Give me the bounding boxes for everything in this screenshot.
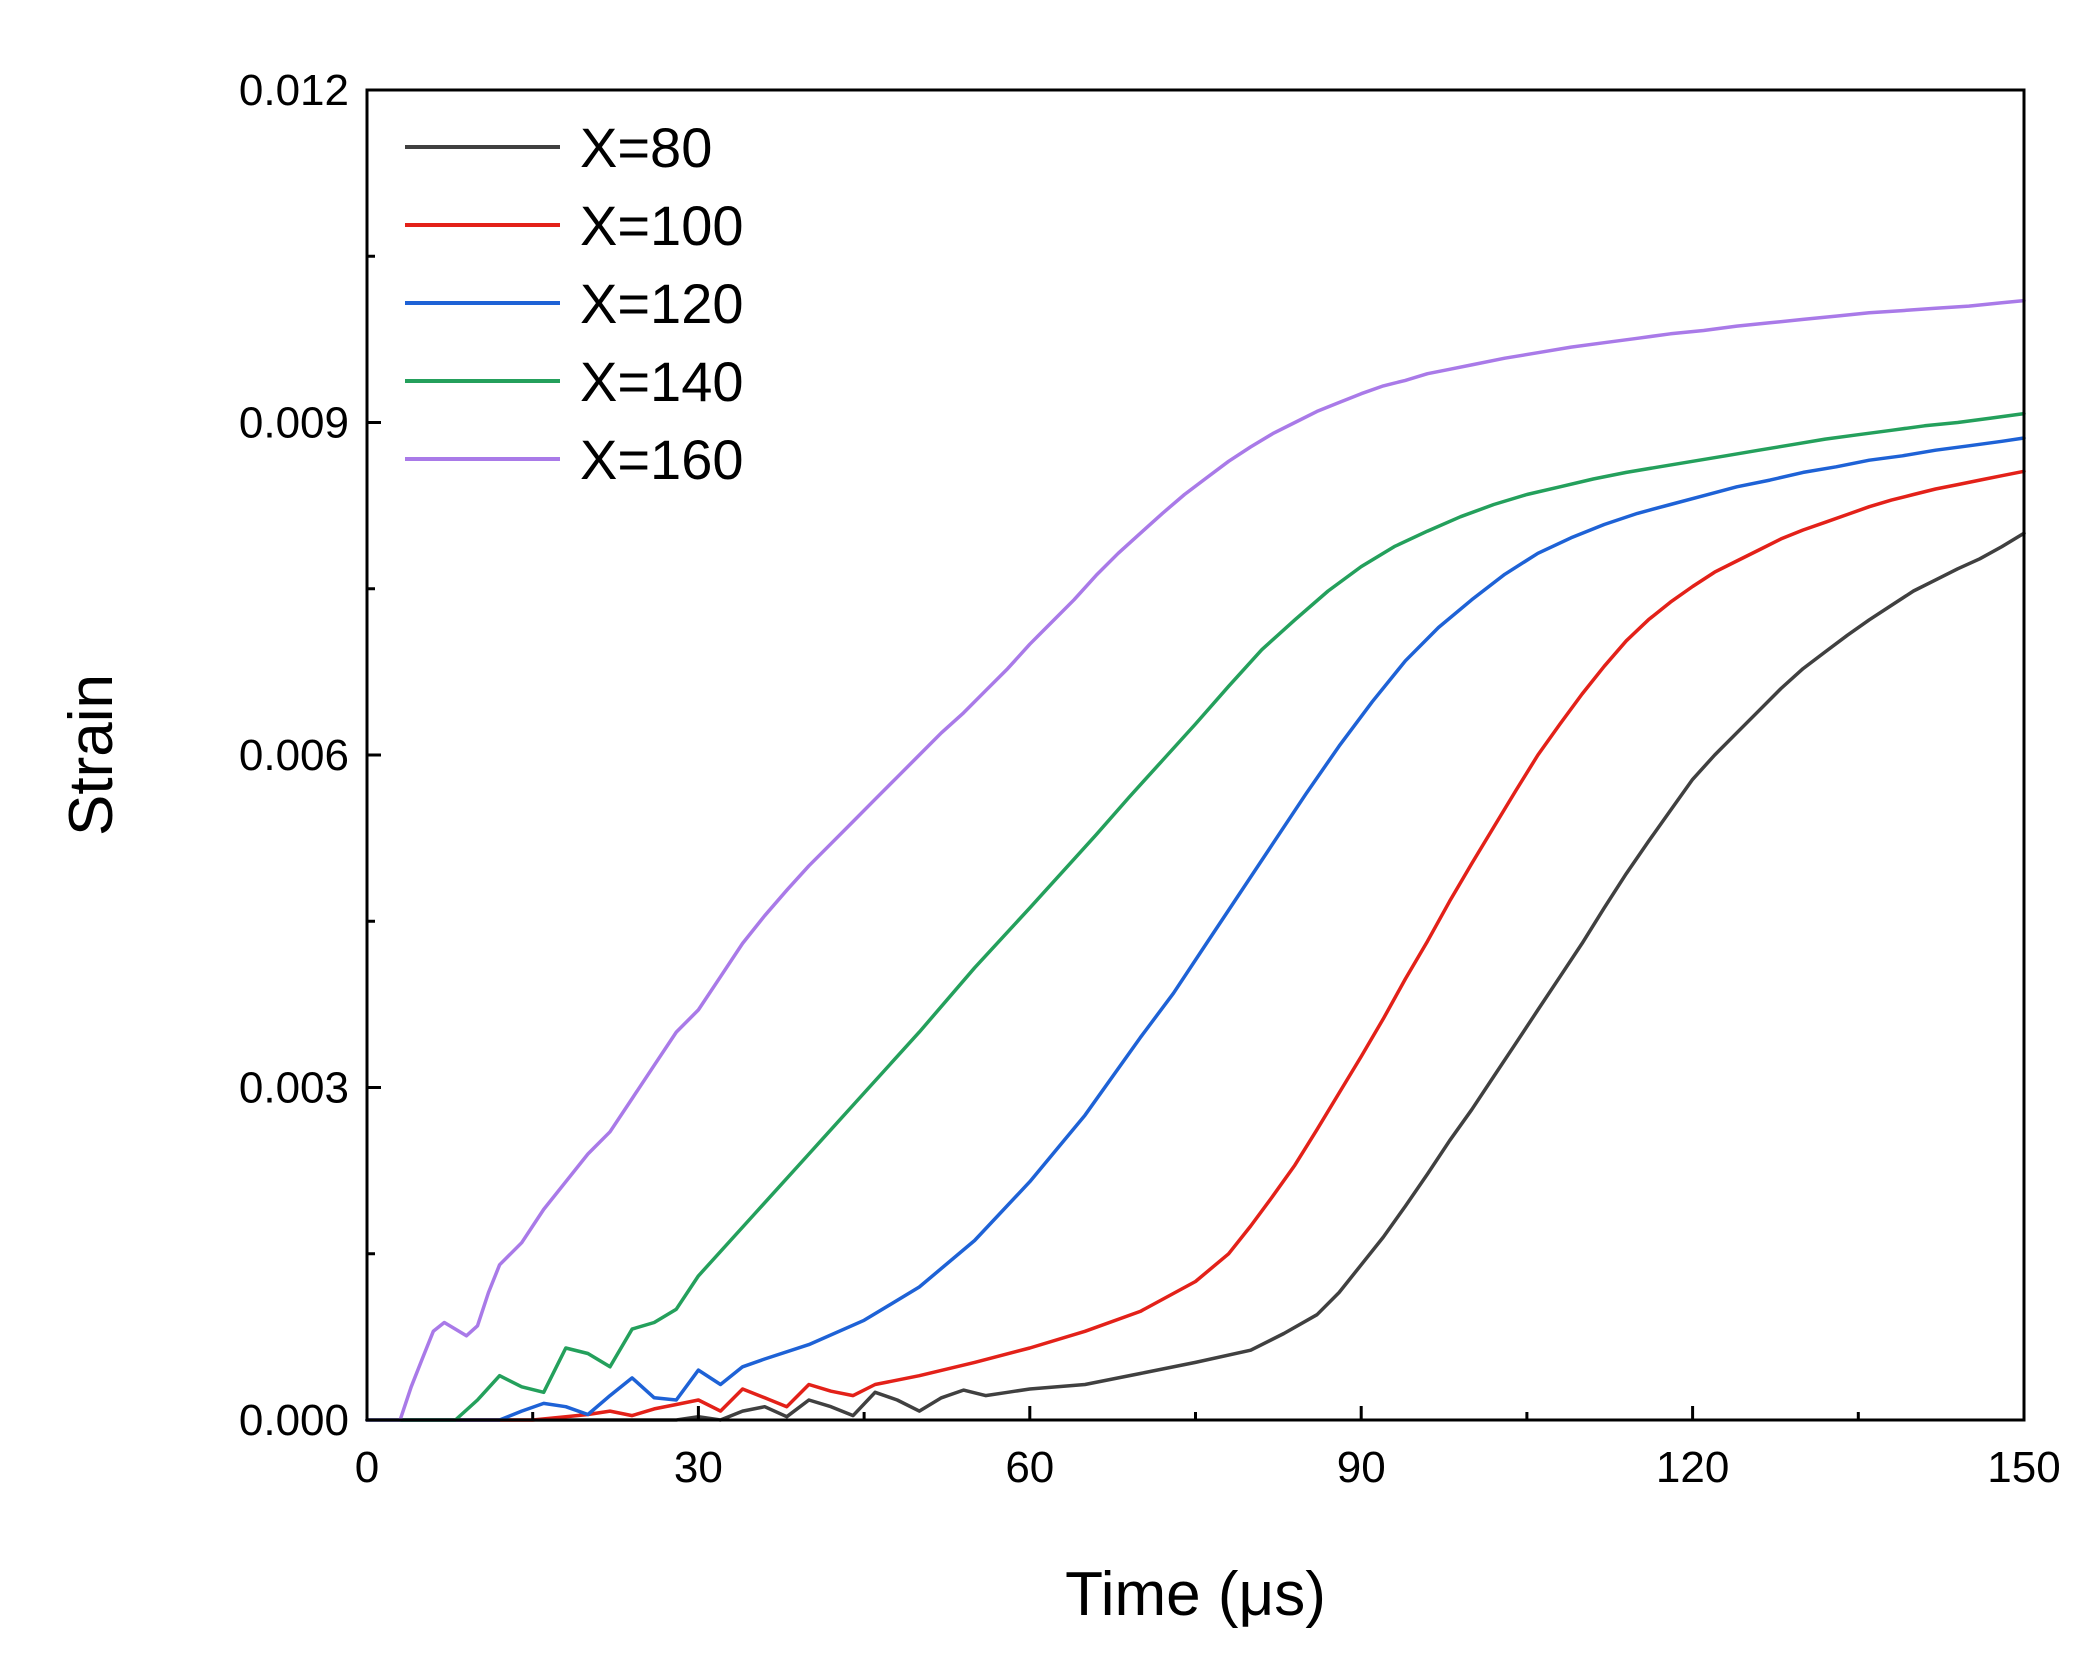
- legend-label: X=80: [580, 116, 712, 179]
- series-layer: [365, 298, 2026, 1422]
- x-tick-label: 90: [1337, 1443, 1386, 1492]
- series-line-x-80: [365, 531, 2026, 1422]
- y-tick-label: 0.006: [239, 731, 349, 780]
- series-line-x-140: [365, 411, 2026, 1422]
- x-tick-label: 150: [1987, 1443, 2060, 1492]
- y-tick-label: 0.003: [239, 1064, 349, 1113]
- x-tick-label: 30: [674, 1443, 723, 1492]
- series-line-x-100: [365, 469, 2026, 1422]
- x-axis-title: Time (μs): [1065, 1560, 1326, 1629]
- x-tick-label: 120: [1656, 1443, 1729, 1492]
- y-axis-title: Strain: [57, 674, 126, 836]
- legend-label: X=160: [580, 428, 744, 491]
- x-tick-label: 60: [1005, 1443, 1054, 1492]
- y-tick-label: 0.009: [239, 399, 349, 448]
- legend-label: X=100: [580, 194, 744, 257]
- legend-label: X=120: [580, 272, 744, 335]
- series-line-x-160: [365, 298, 2026, 1422]
- y-tick-label: 0.000: [239, 1396, 349, 1445]
- axis-ticks: 0 30 60 90 120 150 0.000 0.003 0.006 0.009 0.012: [239, 66, 2061, 1492]
- x-tick-label: 0: [355, 1443, 379, 1492]
- y-tick-label: 0.012: [239, 66, 349, 115]
- legend: X=80 X=100 X=120 X=140 X=160: [405, 116, 744, 491]
- legend-label: X=140: [580, 350, 744, 413]
- series-line-x-120: [365, 436, 2026, 1422]
